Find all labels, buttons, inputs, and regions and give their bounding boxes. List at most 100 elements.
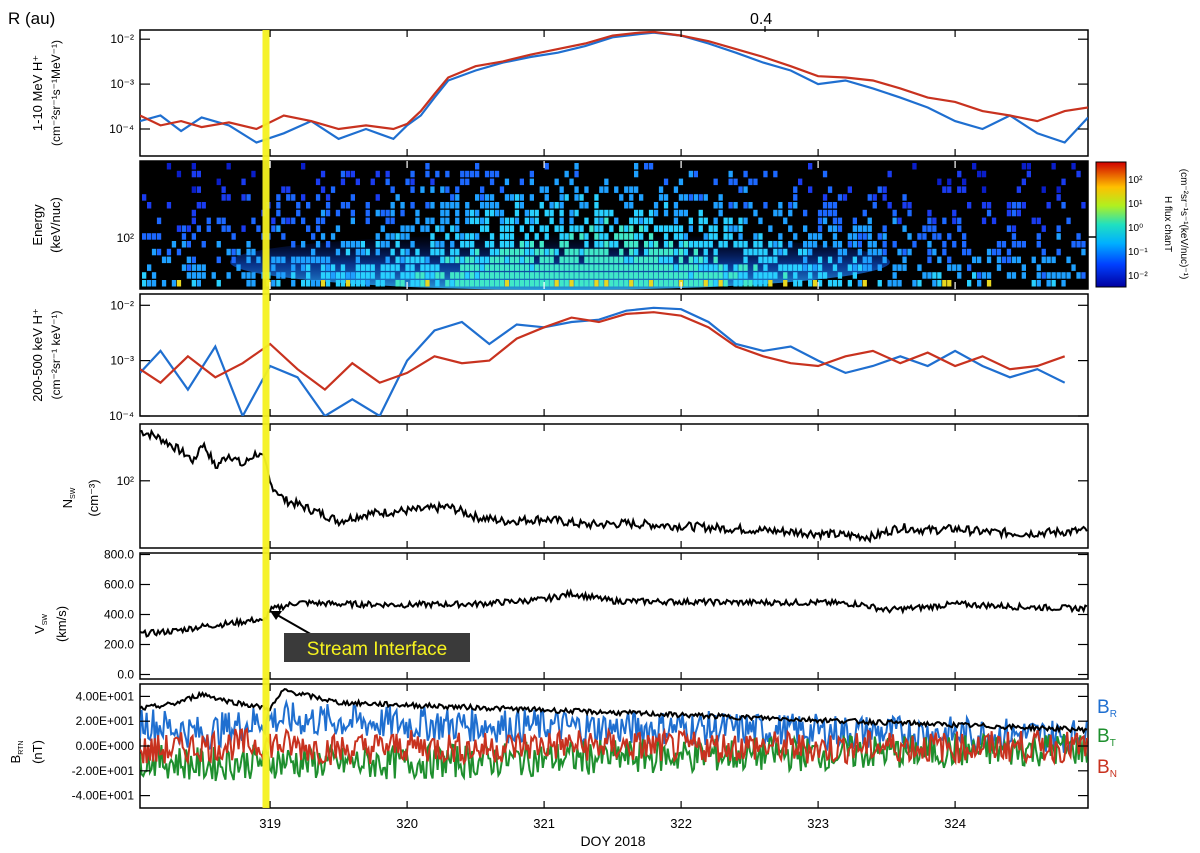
spectrogram-pixel [494, 248, 500, 256]
spectrogram-pixel [410, 225, 415, 232]
spectrogram-pixel [549, 217, 554, 225]
spectrogram-pixel [902, 264, 907, 271]
spectrogram-pixel [201, 272, 206, 279]
spectrogram-pixel [504, 241, 510, 248]
spectrogram-pixel [629, 264, 634, 271]
spectrogram-pixel [241, 194, 246, 201]
spectrogram-pixel [489, 280, 495, 287]
spectrogram-pixel [489, 272, 495, 279]
spectrogram-pixel [678, 233, 684, 240]
spectrogram-pixel [1006, 272, 1012, 279]
spectrogram-pixel [519, 194, 524, 201]
spectrogram-pixel [658, 186, 664, 193]
colorbar-tick-3: 10⁻¹ [1128, 247, 1148, 258]
ytick-label-6-0: 4.00E+001 [76, 689, 135, 703]
spectrogram-pixel [678, 225, 684, 232]
spectrogram-pixel [644, 163, 649, 170]
spectrogram-pixel [400, 256, 405, 264]
spectrogram-pixel [484, 241, 490, 248]
x-axis-title: DOY 2018 [580, 833, 645, 849]
spectrogram-pixel [619, 225, 624, 232]
spectrogram-pixel [773, 241, 778, 248]
spectrogram-pixel [504, 280, 510, 287]
spectrogram-pixel [867, 194, 872, 201]
spectrogram-pixel [365, 209, 370, 217]
spectrogram-pixel [942, 248, 947, 256]
spectrogram-pixel [345, 241, 351, 248]
spectrogram-pixel [246, 280, 251, 287]
spectrogram-pixel [465, 241, 470, 248]
spectrogram-pixel [455, 272, 460, 279]
spectrogram-pixel [147, 264, 152, 271]
spectrogram-pixel [634, 264, 639, 271]
spectrogram-pixel [475, 194, 480, 201]
spectrogram-pixel [634, 217, 639, 225]
spectrogram-pixel [1021, 202, 1026, 209]
spectrogram-pixel [648, 217, 654, 225]
spectrogram-pixel [927, 225, 932, 232]
spectrogram-pixel [350, 217, 355, 225]
spectrogram-pixel [629, 194, 634, 201]
spectrogram-pixel [470, 248, 475, 256]
spectrogram-pixel [743, 272, 748, 279]
spectrogram-pixel [514, 202, 520, 209]
spectrogram-pixel [375, 209, 380, 217]
spectrogram-pixel [559, 225, 564, 232]
spectrogram-pixel [683, 233, 688, 240]
spectrogram-pixel [952, 264, 957, 271]
spectrogram-pixel [996, 241, 1002, 248]
spectrogram-pixel [788, 225, 793, 232]
spectrogram-pixel [440, 186, 445, 193]
spectrogram-pixel [837, 194, 843, 201]
spectrogram-pixel [574, 256, 579, 264]
spectrogram-pixel [306, 256, 311, 264]
spectrogram-pixel [1016, 241, 1021, 248]
spectrogram-pixel [311, 280, 316, 287]
spectrogram-pixel [668, 280, 674, 287]
spectrogram-pixel [599, 209, 604, 217]
spectrogram-pixel [380, 280, 385, 287]
spectrogram-pixel [783, 248, 788, 256]
spectrogram-pixel [927, 272, 932, 279]
spectrogram-pixel [1031, 217, 1036, 225]
spectrogram-pixel [156, 217, 162, 225]
spectrogram-pixel [991, 217, 997, 225]
spectrogram-pixel [892, 264, 897, 271]
spectrogram-pixel [345, 272, 351, 279]
spectrogram-pixel [758, 256, 763, 264]
spectrogram-pixel [962, 178, 967, 186]
spectrogram-pixel [544, 280, 549, 287]
spectrogram-pixel [554, 280, 559, 287]
spectrogram-pixel [668, 264, 674, 271]
spectrogram-pixel [698, 264, 703, 271]
spectrogram-pixel [291, 194, 296, 201]
spectrogram-pixel [718, 272, 723, 279]
spectrogram-pixel [569, 264, 574, 271]
spectrogram-pixel [703, 272, 708, 279]
spectrogram-pixel [753, 209, 758, 217]
spectrogram-pixel [678, 256, 684, 264]
colorbar-title-line1: H flux chanT [1162, 196, 1173, 252]
spectrogram-pixel [226, 225, 231, 232]
spectrogram-pixel [658, 256, 664, 264]
energy-spectrogram [142, 163, 1086, 290]
spectrogram-pixel [544, 248, 549, 256]
spectrogram-pixel [1046, 202, 1051, 209]
spectrogram-pixel [499, 217, 505, 225]
spectrogram-pixel [713, 233, 718, 240]
spectrogram-pixel [648, 280, 654, 287]
spectrogram-pixel [345, 170, 351, 178]
spectrogram-pixel [673, 217, 679, 225]
spectrogram-pixel [753, 233, 758, 240]
spectrogram-pixel [549, 209, 554, 217]
spectrogram-pixel [738, 186, 743, 193]
density-trace [140, 428, 1088, 544]
spectrogram-pixel [663, 225, 669, 232]
spectrogram-pixel [648, 272, 654, 279]
spectrogram-pixel [599, 256, 604, 264]
spectrogram-pixel [191, 217, 196, 225]
spectrogram-pixel [460, 256, 465, 264]
spectrogram-pixel [758, 248, 763, 256]
spectrogram-pixel [1061, 202, 1066, 209]
spectrogram-pixel [604, 256, 609, 264]
